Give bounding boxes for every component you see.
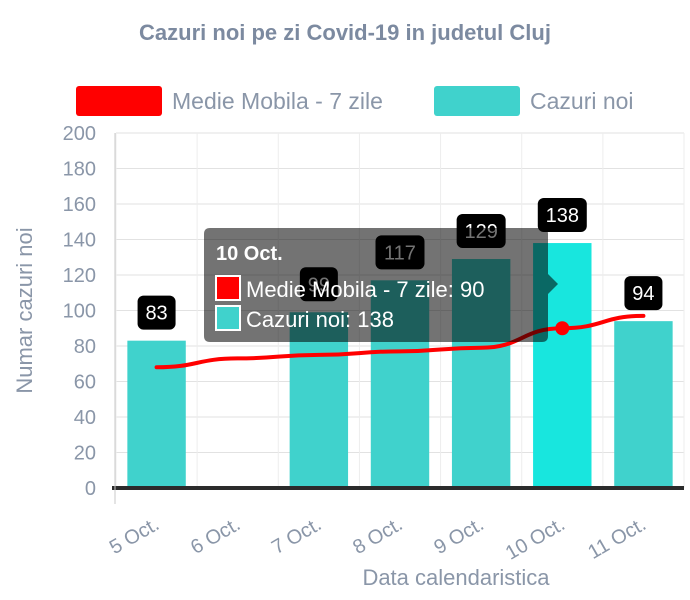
tooltip-box [204,228,558,342]
y-tick-label: 40 [74,407,96,429]
legend-label-new-cases: Cazuri noi [530,87,634,114]
legend-label-moving-average: Medie Mobila - 7 zile [172,87,383,114]
x-tick-label: 5 Oct. [106,513,163,559]
legend-swatch-moving-average [76,86,162,116]
data-label: 94 [632,283,654,305]
y-tick-label: 160 [63,194,96,216]
chart-title: Cazuri noi pe zi Covid-19 in judetul Clu… [139,20,551,45]
x-tick-label: 6 Oct. [187,513,244,559]
bar-11-oct[interactable] [614,321,673,488]
data-label-box [537,198,587,233]
y-tick-label: 140 [63,230,96,252]
x-tick-label: 7 Oct. [268,513,325,559]
x-tick-label: 11 Oct. [584,513,650,564]
data-label: 138 [546,205,579,227]
tooltip-title: 10 Oct. [216,243,283,265]
data-label-box [137,295,176,330]
y-tick-label: 60 [74,372,96,394]
tooltip-line: Medie Mobila - 7 zile: 90 [246,277,484,302]
tooltip-swatch [215,275,241,301]
y-tick-label: 80 [74,336,96,358]
x-axis-title: Data calendaristica [362,565,550,590]
y-tick-label: 180 [63,159,96,181]
y-tick-label: 0 [85,478,96,500]
y-tick-label: 20 [74,443,96,465]
legend-item-new-cases[interactable]: Cazuri noi [434,86,634,116]
y-tick-label: 100 [63,301,96,323]
legend-swatch-new-cases [434,86,520,116]
tooltip-line: Cazuri noi: 138 [246,307,394,332]
data-label: 83 [145,303,167,325]
y-axis-title: Numar cazuri noi [12,227,37,393]
y-tick-label: 200 [63,123,96,145]
bar-5-oct[interactable] [127,340,186,488]
x-tick-label: 10 Oct. [502,513,569,564]
data-label-box [624,276,663,311]
legend-item-moving-average[interactable]: Medie Mobila - 7 zile [76,86,383,116]
x-tick-label: 9 Oct. [430,513,487,559]
moving-average-point-highlight[interactable] [555,321,570,336]
x-tick-label: 8 Oct. [349,513,406,559]
y-tick-label: 120 [63,265,96,287]
tooltip-swatch [215,305,241,331]
